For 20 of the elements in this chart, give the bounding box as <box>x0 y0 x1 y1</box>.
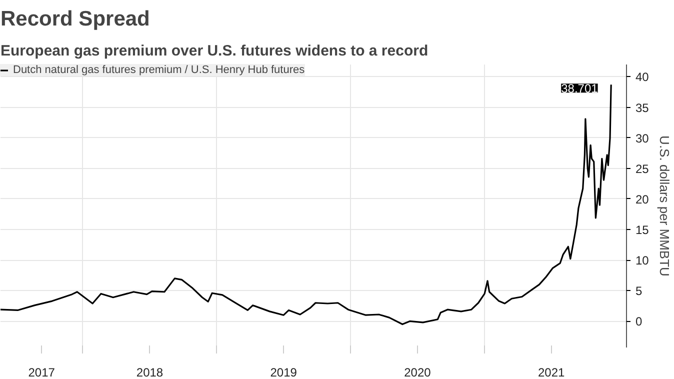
y-tick-label: 40 <box>636 70 650 84</box>
chart-subtitle: European gas premium over U.S. futures widens to a record <box>0 42 428 60</box>
annotation: 38.701 <box>561 82 598 96</box>
y-tick-label: 15 <box>636 223 650 238</box>
x-tick-label: 2018 <box>136 366 164 379</box>
x-tick-label: 2019 <box>270 366 298 379</box>
y-tick-label: 35 <box>636 100 650 115</box>
y-tick-label: 5 <box>636 284 642 298</box>
y-tick-label: 10 <box>636 254 650 268</box>
y-tick-label: 25 <box>636 162 650 176</box>
y-tick-label: 30 <box>636 131 650 146</box>
x-tick-label: 2021 <box>538 366 565 379</box>
y-tick-label: 0 <box>636 314 642 329</box>
y-axis-title: U.S. dollars per MMBTU <box>656 136 672 276</box>
x-tick-label: 2020 <box>404 366 432 379</box>
line-series <box>0 84 612 326</box>
legend-label: Dutch natural gas futures premium / U.S. Henry Hub futures <box>13 64 305 76</box>
y-tick-label: 20 <box>636 192 650 206</box>
chart-title: Record Spread <box>0 8 150 30</box>
x-tick-label: 2017 <box>28 366 56 379</box>
